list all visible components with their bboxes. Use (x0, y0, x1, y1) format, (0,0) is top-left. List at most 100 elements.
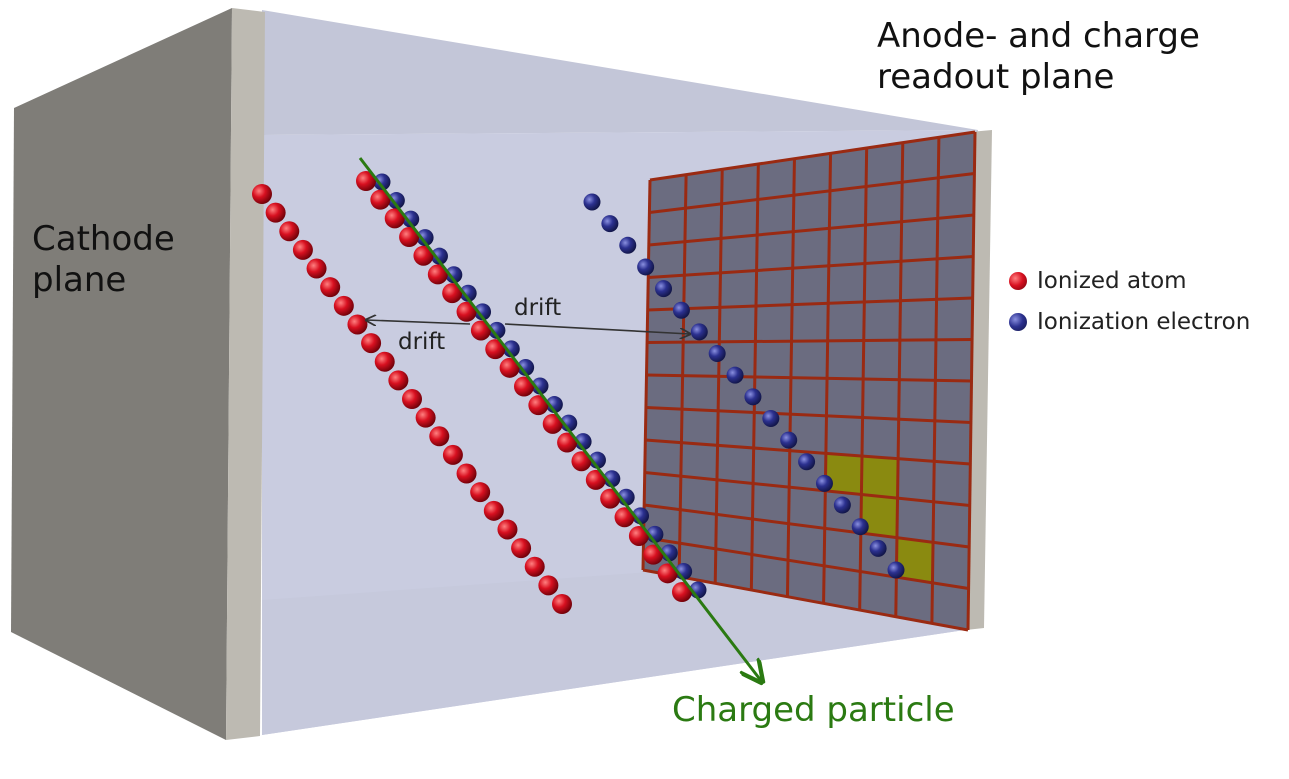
ionized-atom (672, 582, 692, 602)
legend-label: Ionization electron (1037, 309, 1251, 335)
ionization-electron (583, 193, 601, 211)
ionized-atom (614, 507, 635, 528)
ionized-atom (497, 519, 518, 540)
ionized-atom (643, 544, 664, 565)
grid-row-line (642, 568, 969, 632)
ionized-atom (485, 339, 506, 360)
ionization-electron (474, 303, 492, 321)
ionized-atom (370, 189, 391, 210)
ionization-electron (517, 358, 535, 376)
ionization-electron (459, 284, 477, 302)
particle-track (358, 157, 762, 682)
ionized-atom (427, 264, 448, 285)
hit-pads (825, 453, 934, 583)
ionized-atom (347, 314, 368, 335)
ionized-atom (442, 444, 463, 465)
legend-label: Ionized atom (1037, 268, 1187, 294)
cathode-plane (11, 8, 232, 740)
grid-row-line (649, 130, 976, 182)
ionized-atom (279, 221, 300, 242)
ionized-atom (552, 594, 572, 614)
ionization-electron (690, 323, 708, 341)
ionization-electron (851, 518, 869, 536)
ionized-atom (542, 413, 563, 434)
ionization-electron (545, 396, 563, 414)
ionization-electron (619, 236, 637, 254)
ionization-electron (445, 266, 463, 284)
ionization-electron (387, 192, 405, 210)
ionization-electron (655, 280, 673, 298)
ionization-electron (601, 215, 619, 233)
ionization-electron (815, 474, 833, 492)
ionized-atom (415, 407, 436, 428)
ionized-atom (524, 556, 545, 577)
ionized-atom (600, 488, 621, 509)
ionization-electron (708, 345, 726, 363)
ionization-electron (560, 414, 578, 432)
particle-label: Charged particle (672, 690, 955, 730)
hit-pad (861, 456, 899, 499)
ionized-atom (511, 538, 532, 559)
anode-label: Anode- and charge readout plane (877, 16, 1200, 97)
ionized-atom (657, 563, 678, 584)
ionized-atom (388, 370, 409, 391)
grid-row-line (645, 406, 971, 424)
ionization-electron (531, 377, 549, 395)
ionized-atom (470, 320, 491, 341)
ionized-atom (470, 482, 491, 503)
ionized-atom (557, 432, 578, 453)
ionization-electron (798, 453, 816, 471)
ionized-atom (483, 500, 504, 521)
ionized-atom (384, 208, 405, 229)
grid-row-line (648, 213, 974, 247)
legend-ionized-atom: Ionized atom (1009, 268, 1187, 294)
ionized-atom (265, 202, 286, 223)
cathode-label: Cathode plane (32, 219, 175, 300)
ionization-electron (726, 366, 744, 384)
readout-grid (641, 130, 977, 632)
ionized-atom (320, 277, 341, 298)
ionization-electron (869, 539, 887, 557)
volume-floor-shade (262, 572, 978, 735)
ionization-electron (887, 561, 905, 579)
ionization-electron (402, 210, 420, 228)
ionized-atom (374, 351, 395, 372)
grid-row-line (645, 438, 971, 466)
ionized-atom (514, 376, 534, 397)
grid-row-line (648, 255, 974, 279)
grid-row-line (649, 172, 975, 214)
drift-arrow-right (504, 323, 690, 334)
blue-sphere-icon (1009, 313, 1027, 331)
grid-row-line (647, 296, 973, 312)
hit-pad (825, 453, 862, 495)
ionized-atom (442, 283, 463, 304)
ionized-atom (399, 227, 420, 248)
ionization-electron (637, 258, 655, 276)
grid-row-line (646, 373, 972, 383)
drift-label-left: drift (398, 329, 446, 355)
ionized-atom (456, 301, 477, 322)
ionized-atom (252, 184, 272, 204)
ionization-electron (744, 388, 762, 406)
ionization-electron (574, 433, 592, 451)
grid-row-line (643, 536, 969, 590)
drift-label-right: drift (514, 295, 562, 321)
ionized-atom (292, 239, 313, 260)
ionized-atom (571, 451, 592, 472)
volume-top-face (262, 10, 978, 135)
red-sphere-icon (1009, 272, 1027, 290)
charge-beads (252, 171, 905, 614)
ionization-electron (488, 321, 506, 339)
ionization-electron (416, 229, 434, 247)
grid-row-line (643, 503, 970, 549)
hit-pad (860, 494, 898, 538)
grid-row-line (647, 338, 973, 344)
ionized-atom (585, 469, 606, 490)
ionization-electron (780, 431, 798, 449)
ionization-electron (502, 340, 520, 358)
ionized-atom (499, 357, 520, 378)
ionized-atom (628, 525, 649, 546)
ionization-electron (833, 496, 851, 514)
drift-arrow-left (366, 320, 471, 324)
ionized-atom (456, 463, 477, 484)
